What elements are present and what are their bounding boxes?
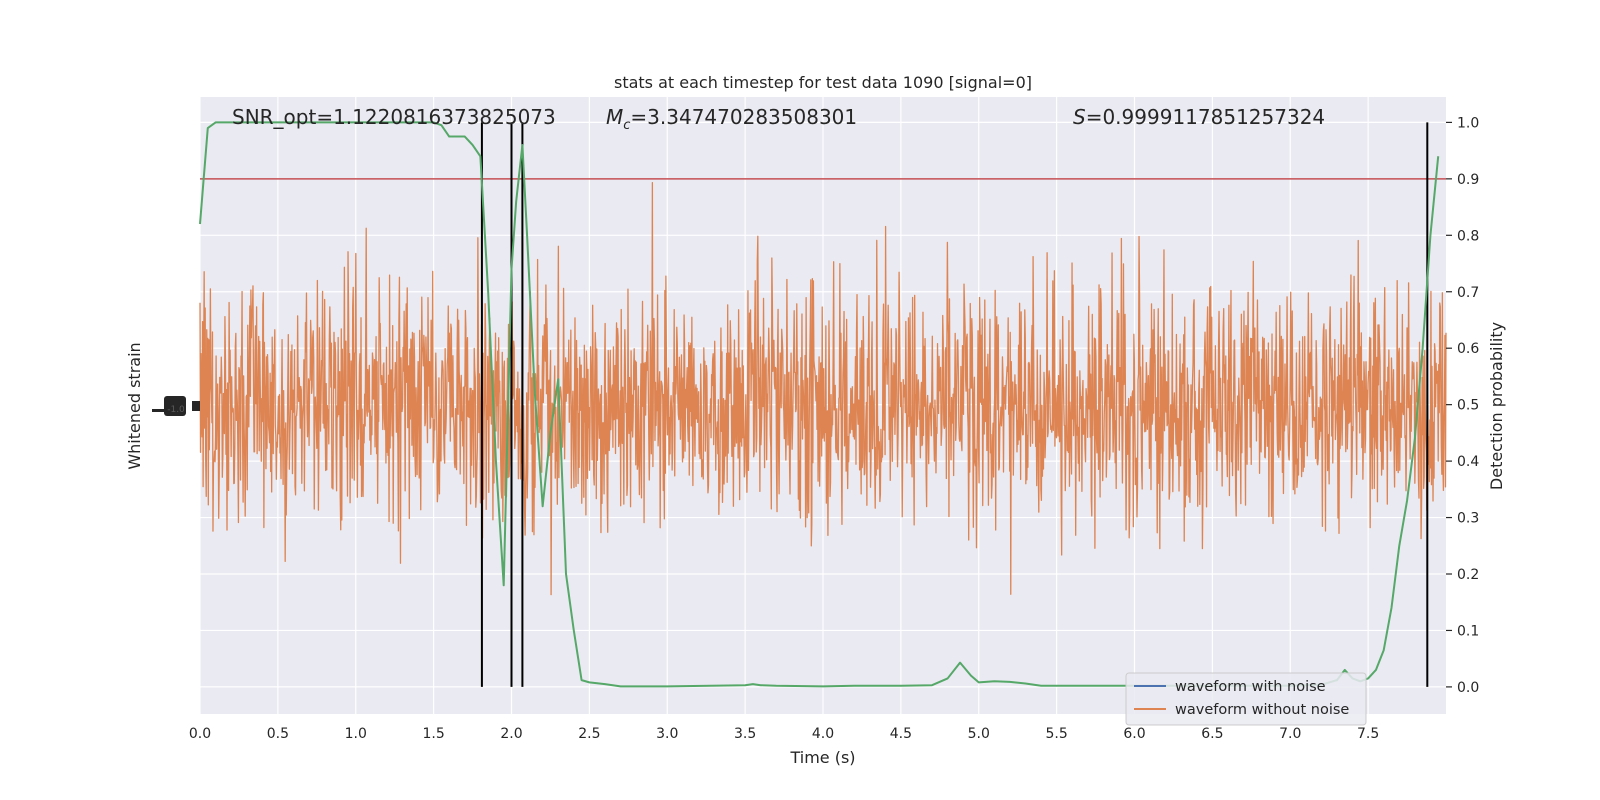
x-tick-label-12: 6.0 — [1123, 726, 1145, 742]
snr-annotation: SNR_opt=1.1220816373825073 — [232, 105, 556, 129]
mc-value: =3.347470283508301 — [630, 105, 857, 129]
x-tick-label-15: 7.5 — [1357, 726, 1379, 742]
x-tick-label-5: 2.5 — [578, 726, 600, 742]
right-tick-label-2: 0.2 — [1457, 567, 1479, 583]
right-tick-label-0: 0.0 — [1457, 680, 1479, 696]
legend-frame — [1125, 672, 1367, 726]
reference-lines — [200, 122, 1446, 687]
x-axis-ticks: 0.0 0.5 1.0 1.5 2.0 2.5 3.0 3.5 4.0 4.5 5.0 5.5 6.0 6… — [189, 726, 1379, 742]
noise-series — [199, 181, 1447, 596]
x-tick-label-14: 7.0 — [1279, 726, 1301, 742]
right-axis-ticks: 0.0 0.1 0.2 0.3 0.4 0.5 0.6 0.7 0.8 0.9 1.0 — [1446, 115, 1479, 696]
x-tick-label-6: 3.0 — [656, 726, 678, 742]
mc-subscript: c — [623, 118, 630, 133]
chart-title: stats at each timestep for test data 109… — [614, 73, 1032, 92]
right-tick-label-1: 0.1 — [1457, 623, 1479, 639]
right-tick-label-6: 0.6 — [1457, 341, 1479, 357]
x-tick-label-3: 1.5 — [422, 726, 444, 742]
mc-symbol: M — [606, 105, 623, 129]
s-annotation: S=0.9999117851257324 — [1073, 105, 1325, 129]
legend: waveform with noise waveform without noi… — [1125, 672, 1367, 726]
left-axis-tick-label: -1.0 — [167, 405, 185, 415]
x-tick-label-0: 0.0 — [189, 726, 211, 742]
x-tick-label-2: 1.0 — [345, 726, 367, 742]
x-axis-label: Time (s) — [789, 748, 855, 767]
s-symbol: S — [1073, 105, 1086, 129]
left-axis-tick-cluster: -1.0 — [152, 396, 200, 416]
legend-label-with-noise: waveform with noise — [1175, 679, 1326, 695]
right-tick-label-10: 1.0 — [1457, 115, 1479, 131]
x-tick-label-7: 3.5 — [734, 726, 756, 742]
right-tick-label-4: 0.4 — [1457, 454, 1479, 470]
legend-label-without-noise: waveform without noise — [1175, 702, 1349, 718]
x-tick-label-9: 4.5 — [890, 726, 912, 742]
x-tick-label-4: 2.0 — [500, 726, 522, 742]
x-tick-label-10: 5.0 — [968, 726, 990, 742]
mc-annotation: Mc=3.347470283508301 — [606, 105, 857, 133]
x-tick-label-13: 6.5 — [1201, 726, 1223, 742]
left-axis-label: Whitened strain — [125, 342, 144, 469]
right-tick-label-9: 0.9 — [1457, 172, 1479, 188]
right-tick-label-3: 0.3 — [1457, 511, 1479, 527]
noise-trace — [199, 181, 1447, 596]
right-tick-label-7: 0.7 — [1457, 285, 1479, 301]
x-tick-label-8: 4.0 — [812, 726, 834, 742]
x-tick-label-11: 5.5 — [1045, 726, 1067, 742]
s-value: =0.9999117851257324 — [1086, 105, 1325, 129]
right-axis-label: Detection probability — [1487, 322, 1506, 490]
right-tick-label-8: 0.8 — [1457, 228, 1479, 244]
x-tick-label-1: 0.5 — [267, 726, 289, 742]
right-tick-label-5: 0.5 — [1457, 398, 1479, 414]
